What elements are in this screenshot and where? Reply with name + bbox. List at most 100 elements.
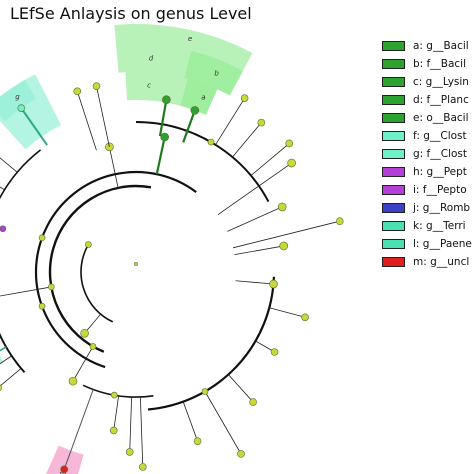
- legend-swatch: [382, 149, 405, 159]
- arc-node-0: [38, 234, 46, 242]
- node-f: [17, 104, 26, 112]
- node-c: [162, 95, 171, 104]
- branch-3: [232, 220, 340, 249]
- arc-left-upper: [0, 149, 42, 200]
- node-22: [193, 437, 202, 445]
- legend-item-g: g: f__Clost: [382, 146, 474, 164]
- branch-11: [0, 186, 5, 191]
- node-0: [277, 202, 287, 212]
- clade-c-sector: [125, 72, 218, 115]
- arc-lower-right: [147, 276, 276, 411]
- branch-c: [158, 99, 168, 137]
- label-g: g: [15, 93, 20, 101]
- branch-15: [0, 355, 12, 365]
- legend-item-e: e: o__Bacil: [382, 110, 474, 128]
- legend-label: i: f__Pepto: [413, 184, 467, 196]
- node-16: [0, 384, 2, 391]
- clade-a-sector: [180, 78, 218, 115]
- legend-swatch: [382, 185, 405, 195]
- branch-7: [108, 146, 119, 188]
- legend-swatch: [382, 77, 405, 87]
- branch-l: [0, 346, 7, 352]
- branch-13: [0, 286, 52, 297]
- node-27: [269, 279, 278, 289]
- branch-0: [227, 206, 283, 232]
- label-a: a: [201, 93, 205, 101]
- node-24: [249, 398, 257, 406]
- legend-swatch: [382, 239, 405, 249]
- node-9: [73, 87, 82, 96]
- node-2: [279, 241, 289, 251]
- node-1: [287, 158, 296, 168]
- branch-27: [235, 280, 274, 285]
- legend-swatch: [382, 167, 405, 177]
- branch-23: [204, 391, 242, 455]
- legend-label: j: g__Romb: [413, 202, 471, 214]
- arc-bottom: [82, 384, 154, 398]
- branch-24: [228, 374, 254, 403]
- branch-9: [76, 91, 97, 151]
- legend-label: c: g__Lysin: [413, 76, 469, 88]
- arc-node-5: [201, 388, 209, 395]
- node-18: [68, 376, 78, 386]
- legend-label: b: f__Bacil: [413, 58, 466, 70]
- clade-d-sector: [116, 43, 244, 96]
- branch-26: [269, 307, 306, 318]
- branch-e: [155, 136, 166, 175]
- node-26: [301, 313, 309, 322]
- legend-item-a: a: g__Bacil: [382, 38, 474, 56]
- node-3: [335, 217, 344, 225]
- legend-swatch: [382, 59, 405, 69]
- branch-20: [129, 396, 133, 452]
- legend-item-j: j: g__Romb: [382, 200, 474, 218]
- branch-19: [113, 395, 119, 431]
- branch-a: [182, 109, 196, 143]
- root-node: [134, 262, 138, 266]
- clade-b-sector: [184, 50, 244, 96]
- legend-item-f: f: g__Clost: [382, 128, 474, 146]
- legend-label: e: o__Bacil: [413, 112, 469, 124]
- branch-8: [96, 86, 110, 147]
- label-c: c: [147, 81, 151, 89]
- node-6: [240, 94, 249, 102]
- branch-5: [232, 122, 262, 158]
- legend-label: f: g__Clost: [413, 130, 467, 142]
- legend-label: l: g__Paene: [413, 238, 472, 250]
- legend-swatch: [382, 221, 405, 231]
- node-e: [160, 132, 169, 142]
- branch-21: [139, 396, 144, 467]
- node-20: [125, 448, 134, 456]
- branch-18: [72, 346, 94, 382]
- arc-phylum: [80, 244, 114, 323]
- legend-label: a: g__Bacil: [413, 40, 469, 52]
- clade-m-sector: [46, 445, 84, 474]
- node-h: [0, 225, 7, 233]
- arc-node-2: [48, 283, 55, 291]
- node-19: [109, 426, 118, 435]
- node-a: [190, 106, 200, 115]
- legend-item-k: k: g__Terri: [382, 218, 474, 236]
- legend-label: k: g__Terri: [413, 220, 466, 232]
- arc-node-1: [38, 302, 46, 310]
- legend-item-l: l: g__Paene: [382, 236, 474, 254]
- legend-swatch: [382, 113, 405, 123]
- node-5: [257, 118, 266, 127]
- clade-f-sector: [0, 79, 36, 122]
- branch-4: [250, 143, 290, 176]
- arc-node-4: [85, 241, 92, 248]
- clade-e-sector: [114, 24, 253, 71]
- cladogram: edbcagm: [0, 24, 344, 474]
- legend-swatch: [382, 95, 405, 105]
- legend-swatch: [382, 257, 405, 267]
- node-4: [285, 139, 294, 148]
- chart-title: LEfSe Anlaysis on genus Level: [10, 4, 252, 23]
- node-23: [237, 450, 245, 458]
- arc-node-7: [110, 391, 118, 399]
- branch-m: [63, 389, 94, 470]
- branch-1: [217, 162, 292, 215]
- legend-item-c: c: g__Lysin: [382, 74, 474, 92]
- label-e: e: [188, 35, 192, 43]
- node-21: [139, 463, 147, 471]
- legend-swatch: [382, 203, 405, 213]
